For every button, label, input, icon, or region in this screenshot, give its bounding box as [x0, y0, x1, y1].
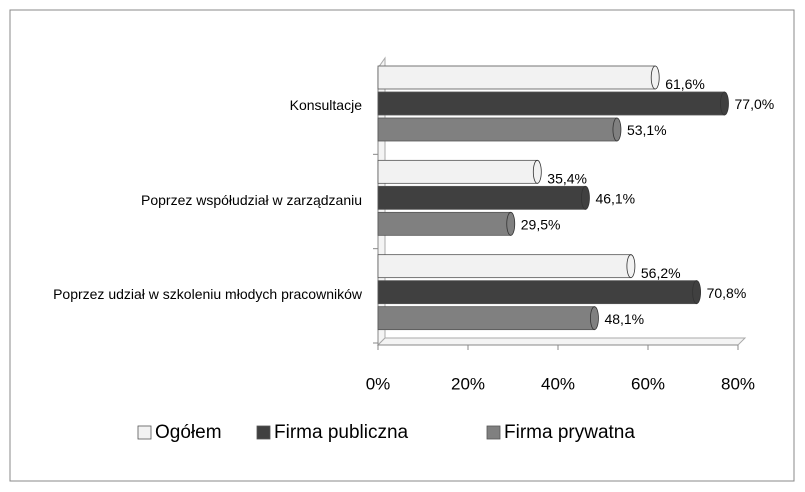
bar	[377, 254, 632, 279]
floor	[376, 337, 747, 346]
data-label: 53,1%	[627, 122, 667, 138]
bar-cap	[612, 117, 622, 142]
bar-cap	[650, 65, 660, 90]
x-tick-label: 60%	[631, 374, 665, 393]
bar	[377, 211, 512, 236]
data-label: 61,6%	[665, 76, 705, 92]
bar-cap	[626, 254, 636, 279]
bar	[377, 306, 595, 331]
data-label: 46,1%	[595, 191, 635, 207]
bar-cap	[692, 280, 701, 305]
x-tick-label: 80%	[721, 374, 755, 393]
legend-swatch	[486, 425, 501, 440]
y-tick-label: Konsultacje	[289, 97, 362, 114]
data-label: 48,1%	[604, 311, 644, 327]
data-label: 77,0%	[735, 96, 775, 112]
data-label: 70,8%	[707, 285, 747, 301]
legend-swatch	[137, 425, 152, 440]
bar	[377, 91, 725, 116]
bar	[377, 159, 538, 184]
bar	[377, 280, 698, 305]
y-tick-label: Poprzez udział w szkoleniu młodych praco…	[53, 285, 362, 302]
x-tick-label: 0%	[366, 374, 391, 393]
legend-label: Firma publiczna	[274, 422, 409, 443]
bar	[377, 117, 618, 142]
bar-cap	[532, 159, 542, 184]
bar-cap	[581, 185, 590, 210]
y-tick-label: Poprzez współudział w zarządzaniu	[141, 191, 362, 208]
data-label: 29,5%	[521, 217, 561, 233]
bar	[377, 185, 586, 210]
data-label: 35,4%	[547, 171, 587, 187]
bar	[377, 65, 656, 90]
legend-label: Firma prywatna	[504, 422, 635, 443]
x-tick-label: 20%	[451, 374, 485, 393]
x-tick-label: 40%	[541, 374, 575, 393]
bar-cap	[590, 306, 599, 331]
data-label: 56,2%	[641, 265, 681, 281]
legend-label: Ogółem	[155, 422, 222, 443]
bar-cap	[506, 211, 516, 236]
legend-swatch	[256, 425, 271, 440]
bar-cap	[720, 91, 729, 116]
